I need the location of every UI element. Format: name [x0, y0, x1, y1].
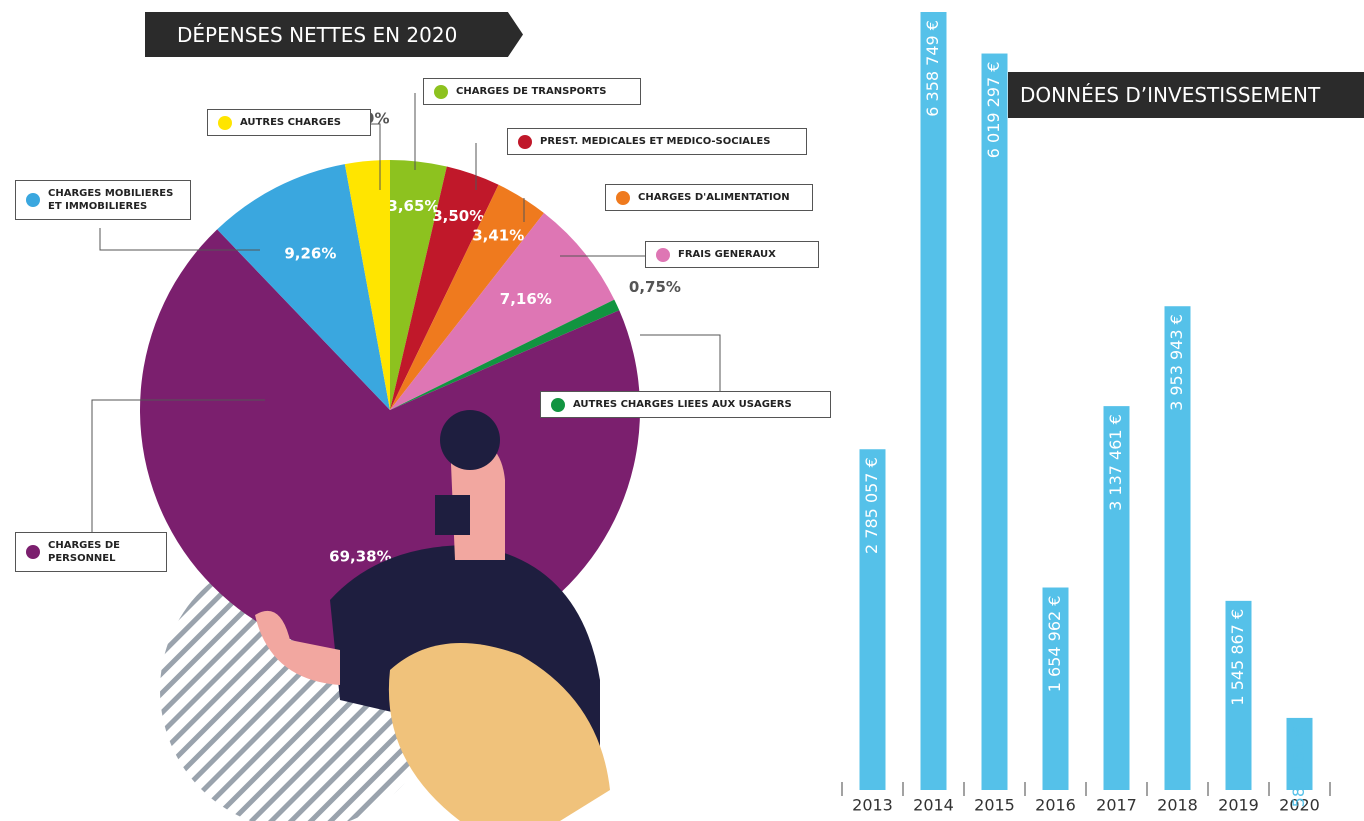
value-label: 589 151 €: [1289, 726, 1308, 807]
value-label: 6 358 749 €: [923, 20, 942, 117]
pie-slice: [390, 160, 447, 410]
bar: [1103, 406, 1130, 790]
value-label: 3 137 461 €: [1106, 414, 1125, 511]
legend-swatch: [551, 397, 565, 412]
x-tick-label: 2019: [1218, 796, 1259, 815]
legend-label: PREST. MEDICALES ET MEDICO-SOCIALES: [540, 136, 771, 147]
pie-slice: [390, 166, 499, 410]
slice-label: 3,50%: [432, 207, 484, 225]
pie-slice: [344, 160, 390, 410]
legend-swatch: [434, 84, 448, 99]
connectors: [91, 93, 721, 532]
x-tick-label: 2018: [1157, 796, 1198, 815]
legend-item: AUTRES CHARGES: [207, 109, 371, 136]
legend-label: CHARGES DE TRANSPORTS: [456, 86, 607, 97]
legend-label: FRAIS GENERAUX: [678, 249, 776, 260]
bar: [1286, 717, 1313, 790]
legend-item: CHARGES DE TRANSPORTS: [423, 78, 641, 105]
legend-swatch: [656, 247, 670, 262]
x-tick-label: 2015: [974, 796, 1015, 815]
value-label: 1 654 962 €: [1045, 596, 1064, 693]
legend-label: CHARGES MOBILIERES ET IMMOBILIERES: [48, 188, 174, 212]
bar: [1225, 600, 1252, 790]
x-tick-label: 2016: [1035, 796, 1076, 815]
pie-slice: [139, 229, 641, 660]
pie-slice: [217, 164, 390, 410]
legend-item: AUTRES CHARGES LIEES AUX USAGERS: [540, 391, 831, 418]
pie-title: DÉPENSES NETTES EN 2020: [145, 12, 523, 57]
legend-swatch: [518, 134, 532, 149]
slice-label: 0,75%: [629, 278, 681, 296]
value-label: 1 545 867 €: [1228, 609, 1247, 706]
legend-item: CHARGES DE PERSONNEL: [15, 532, 167, 572]
pie-slice: [390, 213, 615, 410]
slice-label: 3,41%: [472, 226, 524, 244]
pie-slice: [390, 184, 544, 410]
bar: [981, 53, 1008, 790]
slice-label: 7,16%: [500, 290, 552, 308]
legend-label: AUTRES CHARGES LIEES AUX USAGERS: [573, 399, 792, 410]
legend-item: PREST. MEDICALES ET MEDICO-SOCIALES: [507, 128, 807, 155]
legend-label: AUTRES CHARGES: [240, 117, 341, 128]
x-tick-label: 2013: [852, 796, 893, 815]
legend-label: CHARGES D'ALIMENTATION: [638, 192, 790, 203]
x-tick-label: 2014: [913, 796, 954, 815]
legend-swatch: [616, 190, 630, 205]
legend-swatch: [26, 193, 40, 207]
bar: [1164, 306, 1191, 790]
bar: [1042, 587, 1069, 790]
legend-item: CHARGES D'ALIMENTATION: [605, 184, 813, 211]
legend-item: CHARGES MOBILIERES ET IMMOBILIERES: [15, 180, 191, 220]
slice-label: 9,26%: [284, 245, 336, 263]
value-label: 2 785 057 €: [862, 457, 881, 554]
illustration: [255, 410, 610, 821]
pie-slice: [390, 299, 620, 410]
legend-swatch: [26, 545, 40, 559]
slice-label: 3,65%: [387, 197, 439, 215]
x-tick-label: 2017: [1096, 796, 1137, 815]
value-label: 6 019 297 €: [984, 62, 1003, 159]
x-tick-label: 2020: [1279, 796, 1320, 815]
bar: [859, 449, 886, 790]
value-label: 3 953 943 €: [1167, 314, 1186, 411]
legend-label: CHARGES DE PERSONNEL: [48, 540, 121, 564]
legend-swatch: [218, 115, 232, 130]
legend-item: FRAIS GENERAUX: [645, 241, 819, 268]
slice-label: 69,38%: [329, 548, 391, 566]
bar: [920, 12, 947, 790]
bar-title: DONNÉES D’INVESTISSEMENT: [1008, 72, 1364, 118]
